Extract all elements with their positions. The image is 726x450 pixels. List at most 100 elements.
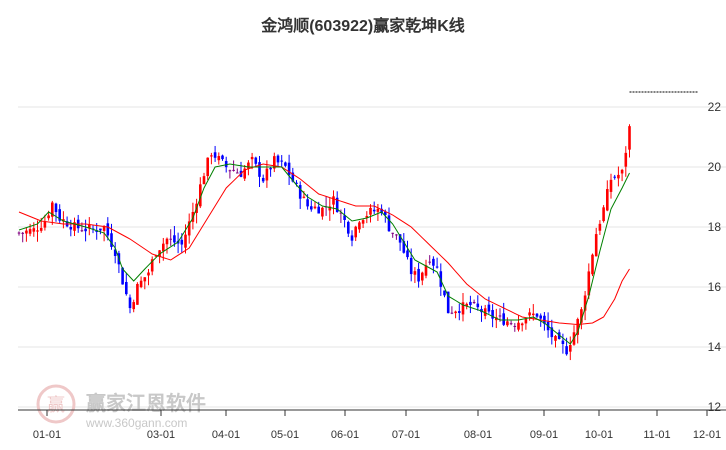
candle-body [39,227,43,231]
candle-body [310,206,313,210]
candle-body [446,291,450,314]
candle-body [210,155,213,157]
candle-body [372,209,376,212]
candle-body [406,250,409,258]
candle-body [62,219,65,222]
gridlines [18,106,726,408]
candle-body [298,185,302,199]
candle-body [417,268,420,282]
candle-body [184,234,187,248]
candle-body [36,230,39,232]
candle-body [421,272,424,281]
candle-body [69,226,73,230]
candle-body [47,215,50,219]
candle-body [99,228,102,231]
x-tick-label: 01-01 [33,429,61,441]
candle-body [17,232,21,234]
y-tick-label: 20 [708,160,722,174]
y-tick-label: 14 [708,340,722,354]
candle-body [273,156,276,169]
candle-body [269,167,272,170]
y-tick-label: 16 [708,280,722,294]
candle-body [221,155,224,160]
candle-body [550,327,554,338]
candle-body [258,162,261,177]
watermark: 赢 赢家江恩软件 www.360gann.com [36,384,206,430]
candle-body [561,340,565,344]
candle-body [576,319,579,335]
candle-body [354,226,357,238]
candle-body [32,228,36,232]
candle-body [409,257,413,275]
candle-body [143,277,147,282]
candle-body [213,152,217,158]
candle-body [147,272,150,276]
candle-body [84,228,87,232]
candle-body [132,302,135,310]
candle-body [624,152,628,167]
x-axis: 01-01 03-01 04-01 05-01 06-01 07-01 08-01 09-01… [33,410,721,441]
candle-body [28,229,32,234]
candle-body [102,226,106,231]
candle-body [254,157,258,164]
candle-body [206,157,209,177]
candle-body [483,308,487,316]
candle-body [247,162,250,169]
candle-body [350,235,354,241]
candle-body [106,223,110,236]
candle-body [136,283,139,305]
candle-body [302,196,306,198]
candle-body [413,271,417,275]
candle-body [487,304,491,312]
candle-body [384,211,387,216]
candle-body [395,234,398,236]
candle-body [428,261,431,263]
candle-body [125,281,128,295]
ma-short-line [18,163,630,345]
candle-body [332,196,335,205]
candle-body [465,303,468,306]
candle-body [173,235,176,243]
candle-body [110,233,113,247]
candle-body [276,155,280,163]
candle-body [113,249,117,256]
candle-body [51,202,54,217]
candle-body [228,170,232,172]
candle-body [199,184,202,207]
candle-body [139,280,143,288]
candle-body [424,265,428,276]
x-tick-label: 06-01 [331,429,359,441]
candle-body [450,312,454,314]
candle-body [150,259,154,272]
watermark-url: www.360gann.com [85,416,187,430]
candle-body [121,267,124,285]
candle-body [313,206,317,209]
candle-body [606,189,609,211]
candle-body [88,224,91,229]
x-tick-label: 03-01 [147,429,175,441]
chart-title: 金鸿顺(603922)赢家乾坤K线 [260,16,465,35]
candle-body [187,221,191,236]
candle-body [347,221,350,234]
candle-body [339,212,343,214]
candle-body [587,271,591,296]
candle-body [284,162,287,166]
candle-body [202,176,206,185]
candle-body [376,208,380,212]
candle-body [43,221,47,228]
candle-body [517,322,520,330]
x-tick-label: 12-01 [693,429,721,441]
candle-body [398,234,402,243]
candle-body [602,207,605,222]
candle-body [21,232,24,234]
candle-body [476,303,480,308]
candle-body [261,177,265,182]
candle-body [524,318,528,324]
candle-body [291,172,295,182]
candle-body [128,297,132,309]
candle-body [539,315,542,319]
candle-body [520,323,524,326]
candle-body [461,302,465,315]
candle-body [454,311,457,314]
